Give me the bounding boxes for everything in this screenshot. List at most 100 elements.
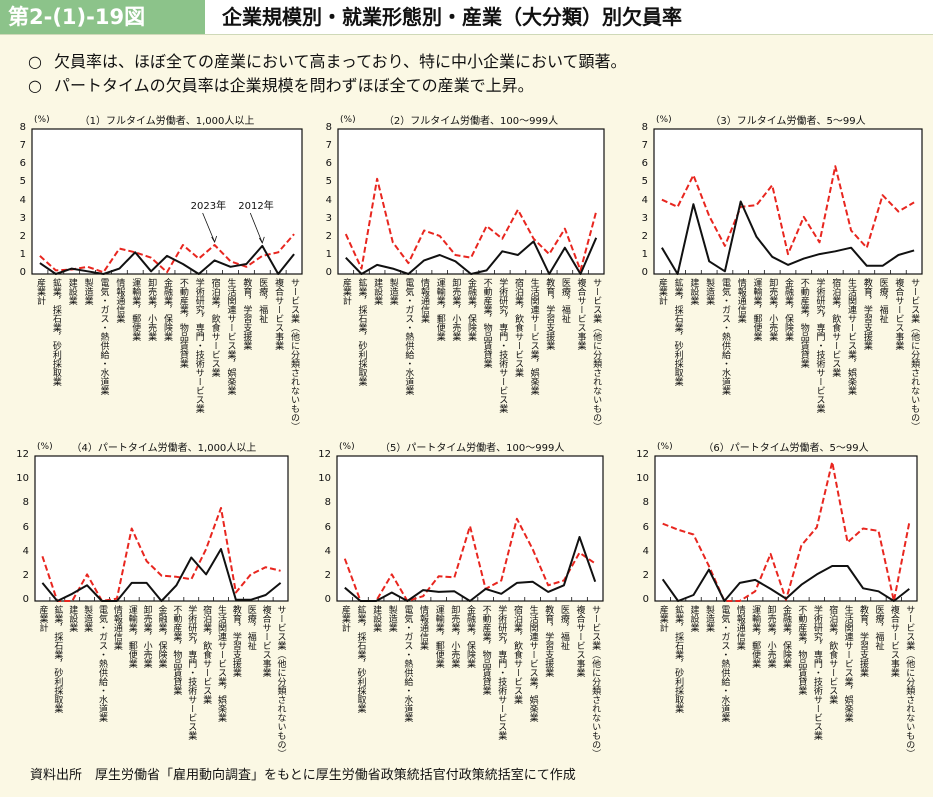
category-label: 電気・ガス・熱供給・水道業 [402, 605, 413, 722]
y-tick-label: 0 [22, 594, 29, 605]
category-label: 運輸業，郵便業 [434, 278, 445, 341]
figure-title: 企業規模別・就業形態別・産業（大分類）別欠員率 [222, 5, 682, 29]
category-label: 卸売業，小売業 [765, 605, 776, 668]
y-tick-label: 6 [324, 521, 331, 533]
y-tick-label: 3 [641, 212, 648, 224]
category-label: 金融業，保険業 [465, 605, 475, 668]
category-label: 宿泊業，飲食サービス業 [512, 278, 523, 377]
series-line-2023 [661, 165, 915, 256]
y-tick-label: 12 [16, 449, 29, 460]
y-tick-label: 10 [16, 473, 29, 485]
y-tick-label: 3 [325, 212, 332, 224]
y-axis-unit: (%) [657, 442, 673, 452]
y-tick-label: 12 [636, 449, 649, 460]
category-label: 鉱業，採石業，砂利採取業 [673, 605, 684, 713]
category-label: 学術研究，専門・技術サービス業 [193, 278, 204, 413]
category-label: 教育，学習支援業 [543, 605, 554, 677]
category-label: 不動産業，物品賃貸業 [480, 605, 491, 695]
category-label: 電気・ガス・熱供給・水道業 [96, 605, 107, 722]
category-label: 卸売業，小売業 [450, 278, 461, 341]
y-tick-label: 4 [325, 194, 332, 206]
category-label: 運輸業，郵便業 [750, 605, 761, 668]
chart-title: （6）パートタイム労働者、5～99人 [703, 443, 869, 454]
y-tick-label: 1 [325, 248, 332, 260]
y-tick-label: 8 [19, 122, 26, 133]
category-label: 医療，福祉 [558, 605, 569, 650]
category-label: 宿泊業，飲食サービス業 [511, 605, 522, 704]
y-tick-label: 10 [318, 473, 331, 485]
category-label: 複合サービス事業 [273, 278, 284, 350]
series-line-2012 [39, 244, 295, 275]
bullet-circle-icon: ○ [28, 52, 42, 71]
y-tick-label: 6 [641, 158, 648, 170]
category-label: 産業計 [340, 278, 351, 305]
category-label: 宿泊業，飲食サービス業 [201, 605, 212, 704]
category-label: 鉱業，採石業，砂利採取業 [50, 278, 61, 386]
category-label: 複合サービス事業 [888, 605, 899, 677]
annotation-arrow [202, 212, 216, 243]
y-tick-label: 2 [19, 230, 26, 242]
category-label: 製造業 [704, 278, 715, 305]
y-tick-label: 7 [641, 140, 648, 152]
category-label: 生活関連サービス業，娯楽業 [846, 278, 857, 395]
y-tick-label: 6 [325, 158, 332, 170]
chart-title: （3）フルタイム労働者、5～99人 [710, 116, 866, 127]
plot-area [337, 128, 605, 275]
category-label: 教育，学習支援業 [230, 605, 241, 677]
category-label: 電気・ガス・熱供給・水道業 [403, 278, 414, 395]
category-label: 運輸業，郵便業 [751, 278, 762, 341]
y-tick-label: 1 [641, 248, 648, 260]
chart-title: （1）フルタイム労働者、1,000人以上 [79, 116, 255, 127]
plot-area [31, 128, 303, 275]
category-label: 学術研究，専門・技術サービス業 [497, 278, 508, 413]
category-label: サービス業（他に分類されないもの） [909, 278, 920, 431]
category-label: 宿泊業，飲食サービス業 [209, 278, 220, 377]
chart-5 [336, 455, 604, 602]
category-label: 生活関連サービス業，娯楽業 [842, 605, 853, 722]
y-tick-label: 0 [19, 267, 26, 278]
y-tick-label: 8 [641, 122, 648, 133]
annotation-label: 2012年 [238, 201, 274, 212]
y-tick-label: 1 [19, 248, 26, 260]
category-label: 情報通信業 [419, 278, 430, 323]
figure-number: 第2-(1)-19図 [0, 0, 205, 34]
y-tick-label: 4 [324, 545, 331, 557]
category-label: 産業計 [339, 605, 350, 632]
y-tick-label: 8 [324, 497, 331, 509]
category-label: 宿泊業，飲食サービス業 [830, 278, 841, 377]
y-tick-label: 8 [325, 122, 332, 133]
category-label: 製造業 [387, 278, 398, 305]
series-line-2012 [661, 565, 910, 602]
category-label: サービス業（他に分類されないもの） [590, 605, 601, 758]
category-label: 不動産業，物品賃貸業 [798, 278, 809, 368]
y-tick-label: 5 [641, 176, 648, 188]
category-label: 医療，福祉 [257, 278, 268, 323]
category-label: 学術研究，専門・技術サービス業 [814, 278, 825, 413]
category-label: 金融業，保険業 [162, 278, 172, 341]
category-label: 産業計 [34, 278, 45, 305]
category-label: 複合サービス事業 [575, 278, 586, 350]
category-label: サービス業（他に分類されないもの） [275, 605, 286, 758]
y-tick-label: 6 [19, 158, 26, 170]
category-label: 卸売業，小売業 [146, 278, 157, 341]
category-label: サービス業（他に分類されないもの） [591, 278, 602, 431]
category-label: 医療，福祉 [559, 278, 570, 323]
y-tick-label: 8 [22, 497, 29, 509]
chart-title: （4）パートタイム労働者、1,000人以上 [71, 443, 257, 454]
y-tick-label: 2 [324, 569, 331, 581]
category-label: 産業計 [657, 605, 668, 632]
category-label: 生活関連サービス業，娯楽業 [216, 605, 227, 722]
y-tick-label: 4 [19, 194, 26, 206]
y-axis-unit: (%) [34, 115, 50, 125]
series-line-2023 [343, 517, 596, 602]
category-label: 鉱業，採石業，砂利採取業 [672, 278, 683, 386]
category-label: 不動産業，物品賃貸業 [796, 605, 807, 695]
plot-area [34, 455, 289, 602]
chart-6 [654, 455, 918, 602]
category-label: 製造業 [82, 605, 93, 632]
category-label: 教育，学習支援業 [858, 605, 869, 677]
category-label: 複合サービス事業 [260, 605, 271, 677]
category-label: 建設業 [372, 278, 383, 305]
category-label: 金融業，保険業 [466, 278, 476, 341]
y-tick-label: 5 [325, 176, 332, 188]
